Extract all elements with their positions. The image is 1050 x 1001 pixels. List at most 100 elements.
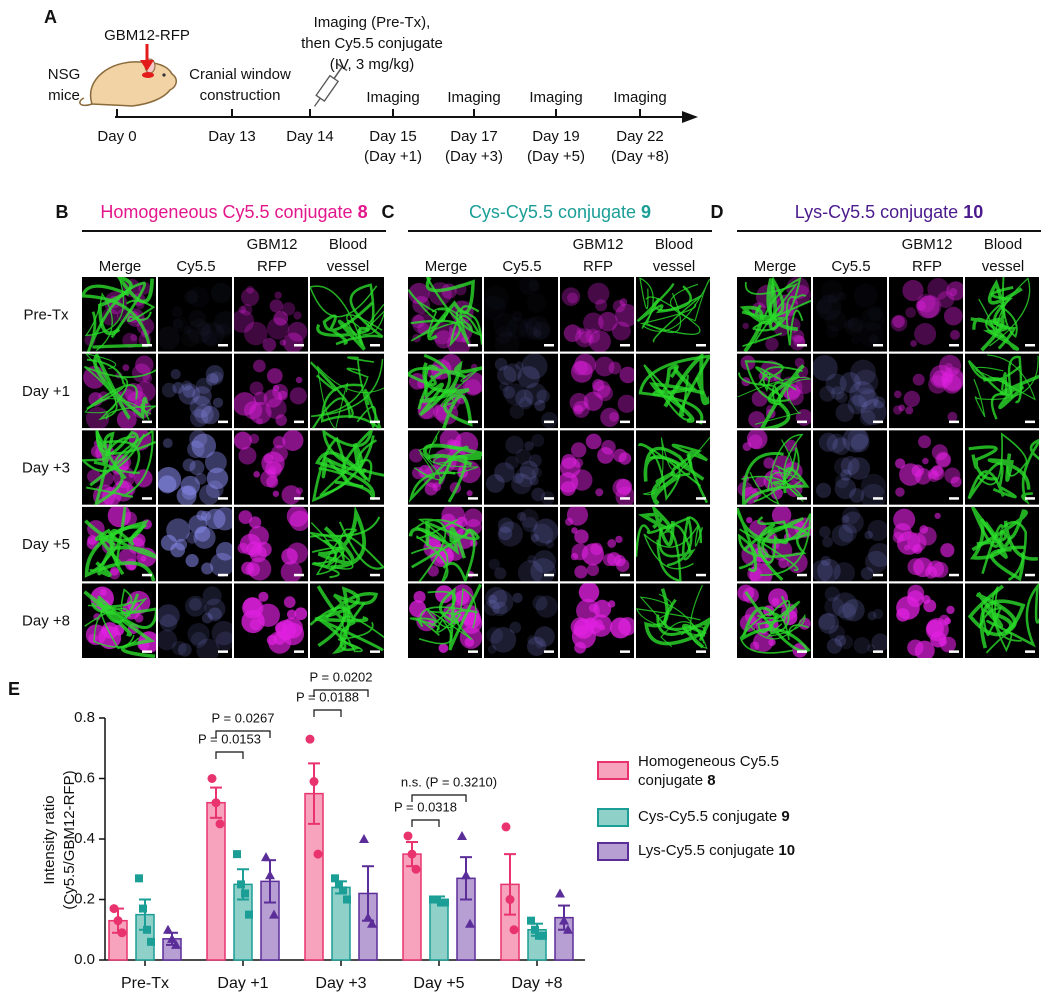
cy55-signal bbox=[864, 530, 873, 540]
cy55-signal bbox=[206, 373, 219, 386]
vessel-signal bbox=[990, 355, 1023, 420]
cy55-signal bbox=[835, 474, 850, 489]
rfp-signal bbox=[283, 332, 304, 352]
image-tile bbox=[234, 430, 308, 505]
vessel-signal bbox=[753, 447, 800, 503]
cy55-signal bbox=[854, 284, 878, 308]
scale-bar bbox=[370, 420, 380, 424]
column-header: Cy5.5 bbox=[176, 258, 215, 275]
scale-bar bbox=[620, 650, 630, 653]
rfp-signal bbox=[893, 390, 902, 399]
panel-letter: B bbox=[56, 202, 69, 222]
event-note: Imaging bbox=[529, 89, 582, 106]
vessel-signal bbox=[651, 470, 681, 505]
scale-bar bbox=[218, 650, 228, 653]
rfp-signal bbox=[579, 330, 592, 344]
rfp-signal bbox=[563, 324, 582, 343]
scale-bar bbox=[370, 573, 380, 577]
rfp-signal bbox=[287, 321, 308, 342]
rfp-signal bbox=[612, 299, 626, 313]
rfp-signal bbox=[249, 618, 262, 631]
cy55-signal bbox=[512, 472, 524, 484]
rfp-signal bbox=[892, 315, 905, 328]
cy55-signal bbox=[162, 438, 173, 449]
cy55-signal bbox=[535, 640, 544, 649]
rfp-signal bbox=[461, 612, 482, 634]
p-value-label: P = 0.0153 bbox=[198, 731, 261, 746]
rfp-signal bbox=[268, 630, 292, 654]
cy55-signal bbox=[204, 508, 226, 530]
p-value-label: n.s. (P = 0.3210) bbox=[401, 774, 497, 789]
cy55-signal bbox=[200, 322, 225, 347]
tile-background bbox=[484, 430, 558, 505]
scale-bar bbox=[797, 497, 807, 500]
vessel-signal bbox=[656, 524, 692, 582]
data-point bbox=[171, 939, 181, 949]
tile-background bbox=[234, 353, 308, 429]
cy55-signal bbox=[828, 624, 846, 642]
rfp-signal bbox=[581, 543, 605, 566]
rfp-signal bbox=[907, 558, 925, 576]
vessel-signal bbox=[315, 451, 376, 501]
image-tile bbox=[484, 583, 558, 658]
scale-bar bbox=[1025, 650, 1035, 653]
column-header: Merge bbox=[99, 258, 142, 275]
rfp-signal bbox=[238, 510, 253, 525]
cy55-signal bbox=[849, 488, 865, 503]
scale-bar bbox=[142, 420, 152, 424]
rfp-signal bbox=[289, 387, 307, 405]
row-label: Day +1 bbox=[22, 383, 70, 400]
image-tile bbox=[158, 353, 232, 429]
image-tile bbox=[484, 430, 558, 505]
tile-background bbox=[889, 277, 963, 352]
rfp-signal bbox=[240, 303, 253, 316]
rfp-signal bbox=[122, 511, 137, 526]
rfp-signal bbox=[408, 282, 430, 305]
rfp-signal bbox=[258, 591, 269, 602]
cy55-signal bbox=[531, 434, 545, 448]
vessel-signal bbox=[739, 513, 811, 576]
data-point bbox=[269, 909, 279, 919]
rfp-signal bbox=[894, 458, 906, 469]
cy55-signal bbox=[831, 524, 854, 547]
vessel-signal bbox=[410, 529, 476, 582]
cy55-signal bbox=[545, 539, 555, 549]
image-tile bbox=[813, 353, 887, 429]
rfp-signal bbox=[593, 599, 612, 618]
cy55-signal bbox=[189, 460, 205, 476]
image-tile bbox=[813, 506, 887, 582]
event-note: then Cy5.5 conjugate bbox=[301, 35, 443, 52]
cy55-signal bbox=[509, 621, 522, 634]
legend-name: Homogeneous Cy5.5 conjugate bbox=[638, 753, 779, 789]
rfp-signal bbox=[592, 380, 611, 399]
scale-bar bbox=[949, 573, 959, 577]
cy55-signal bbox=[842, 506, 860, 525]
rfp-signal bbox=[246, 285, 255, 294]
legend-text: Lys-Cy5.5 conjugate 10 bbox=[638, 841, 848, 860]
cy55-signal bbox=[847, 457, 871, 480]
image-tile bbox=[408, 353, 482, 429]
p-value-label: P = 0.0318 bbox=[394, 799, 457, 814]
cy55-signal bbox=[487, 645, 497, 654]
cy55-signal bbox=[204, 451, 227, 474]
cy55-signal bbox=[181, 380, 192, 391]
vessel-signal bbox=[316, 319, 370, 351]
vessel-signal bbox=[976, 432, 1028, 486]
cy55-signal bbox=[826, 326, 838, 338]
rfp-signal bbox=[273, 311, 289, 326]
cy55-signal bbox=[206, 467, 229, 490]
legend-compound: 8 bbox=[707, 772, 716, 789]
syringe-icon bbox=[313, 63, 348, 107]
scale-bar bbox=[218, 420, 228, 424]
scale-bar bbox=[949, 420, 959, 424]
cy55-signal bbox=[527, 293, 547, 313]
rfp-signal bbox=[907, 532, 927, 553]
data-point bbox=[215, 819, 225, 829]
image-tile bbox=[310, 277, 384, 352]
cy55-signal bbox=[826, 638, 843, 654]
cy55-signal bbox=[188, 514, 208, 534]
rfp-signal bbox=[574, 529, 589, 544]
cy55-signal bbox=[838, 634, 854, 650]
rfp-signal bbox=[931, 444, 948, 461]
cy55-signal bbox=[866, 644, 875, 653]
